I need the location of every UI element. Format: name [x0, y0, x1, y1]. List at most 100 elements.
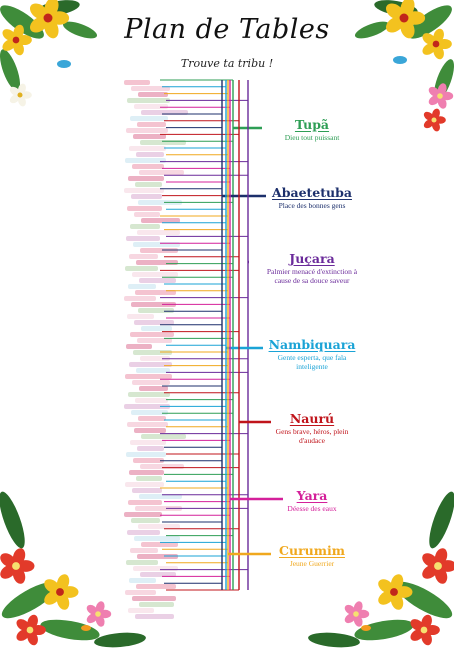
guest-name-blur [124, 404, 170, 409]
guest-name-blur [136, 476, 162, 481]
hummingbird-icon [57, 60, 71, 68]
guest-name-blur [141, 434, 186, 439]
guest-name-blur [139, 602, 174, 607]
guest-name-blur [138, 92, 168, 97]
tribe-name: Juçara [289, 251, 335, 266]
guest-name-blur [133, 566, 178, 571]
guest-name-blur [141, 326, 172, 331]
orchid-icon [44, 574, 79, 610]
tribe-name: Abaetetuba [272, 185, 352, 200]
hibiscus-icon [423, 108, 446, 132]
guest-name-blur [136, 368, 170, 373]
tribe-3: Juçara Palmier menacé d'extinction à caus… [262, 251, 362, 286]
guest-name-blur [139, 170, 184, 175]
guest-name-blur [138, 524, 180, 529]
guest-name-blur [131, 518, 160, 523]
guest-name-blur [124, 80, 150, 85]
guest-name-blur [137, 122, 166, 127]
guest-name-blur [131, 194, 162, 199]
guest-name-blur [136, 260, 178, 265]
guest-name-blur [127, 98, 170, 103]
guest-name-blur [126, 236, 160, 241]
guest-name-blur [134, 320, 174, 325]
leaf-icon [94, 632, 146, 648]
guest-name-blur [128, 392, 170, 397]
tribe-6: Yara Déesse des eaux [262, 489, 362, 514]
guest-name-blur [141, 218, 180, 223]
leaf-icon [62, 21, 98, 39]
guest-name-blur [126, 344, 152, 349]
leaf-icon [354, 619, 414, 641]
hibiscus-icon [410, 614, 440, 646]
tribe-description: Gens brave, héros, plein d'audace [275, 427, 349, 445]
guest-name-blur [130, 116, 168, 121]
guest-name-blur [134, 104, 168, 109]
guest-name-blur [130, 224, 160, 229]
guest-name-blur [126, 452, 166, 457]
orchid-icon [378, 574, 413, 610]
guest-name-blur [127, 314, 154, 319]
guest-name-blur [133, 134, 166, 139]
tribe-description: Dieu tout puissant [284, 133, 340, 142]
tribe-description: Palmier menacé d'extinction à cause de s… [266, 267, 358, 285]
guest-name-blur [137, 554, 178, 559]
leaf-icon [354, 21, 390, 39]
orchid-icon [385, 0, 426, 39]
guest-name-blur [124, 512, 162, 517]
tribe-name: Nambiquara [268, 337, 356, 352]
guest-name-blur [139, 386, 168, 391]
guest-name-blur [131, 410, 168, 415]
guest-name-blur [125, 590, 156, 595]
guest-name-blur [134, 536, 180, 541]
guest-name-blur [131, 302, 176, 307]
guest-name-blur [137, 446, 164, 451]
guest-name-blur [136, 152, 164, 157]
guest-name-blur [137, 338, 172, 343]
guest-name-blur [134, 428, 166, 433]
guest-name-blur [127, 530, 160, 535]
guest-name-blur [135, 506, 182, 511]
guest-name-blur [138, 200, 182, 205]
orchid-icon [29, 0, 70, 39]
guest-name-strip [124, 80, 188, 619]
guest-name-blur [139, 278, 176, 283]
tribe-2: Abaetetuba Place des bonnes gens [262, 185, 362, 211]
guest-name-blur [140, 248, 178, 253]
tribe-name: Curumim [279, 543, 345, 558]
guest-name-blur [129, 578, 156, 583]
guest-name-blur [129, 470, 164, 475]
guest-name-blur [127, 206, 162, 211]
guest-name-blur [124, 296, 156, 301]
tribe-1: Tupã Dieu tout puissant [262, 118, 362, 143]
tribe-description: Place des bonnes gens [278, 201, 346, 210]
guest-name-blur [135, 290, 176, 295]
guest-name-blur [135, 614, 174, 619]
guest-name-blur [133, 458, 164, 463]
guest-name-blur [131, 86, 170, 91]
hibiscus-icon [16, 614, 46, 646]
guest-name-blur [140, 356, 170, 361]
guest-name-blur [127, 422, 168, 427]
guest-name-blur [126, 128, 168, 133]
tribe-description: Déesse des eaux [287, 504, 337, 513]
hibiscus-icon [0, 548, 35, 584]
page-subtitle: Trouve ta tribu ! [180, 57, 274, 70]
guest-name-blur [130, 332, 174, 337]
orchid-icon [344, 601, 370, 627]
guest-name-blur [129, 146, 166, 151]
guest-name-blur [128, 284, 156, 289]
guest-name-blur [124, 188, 164, 193]
tribe-4: Nambiquara Gente esperta, que fala inteli… [262, 337, 362, 372]
orchid-icon [422, 28, 452, 60]
orchid-icon [2, 24, 32, 56]
guest-name-blur [125, 266, 158, 271]
leaf-icon [429, 491, 454, 549]
guest-name-blur [133, 350, 172, 355]
guest-name-blur [141, 542, 178, 547]
guest-name-blur [140, 464, 184, 469]
guest-name-blur [125, 158, 166, 163]
guest-name-blur [125, 374, 172, 379]
